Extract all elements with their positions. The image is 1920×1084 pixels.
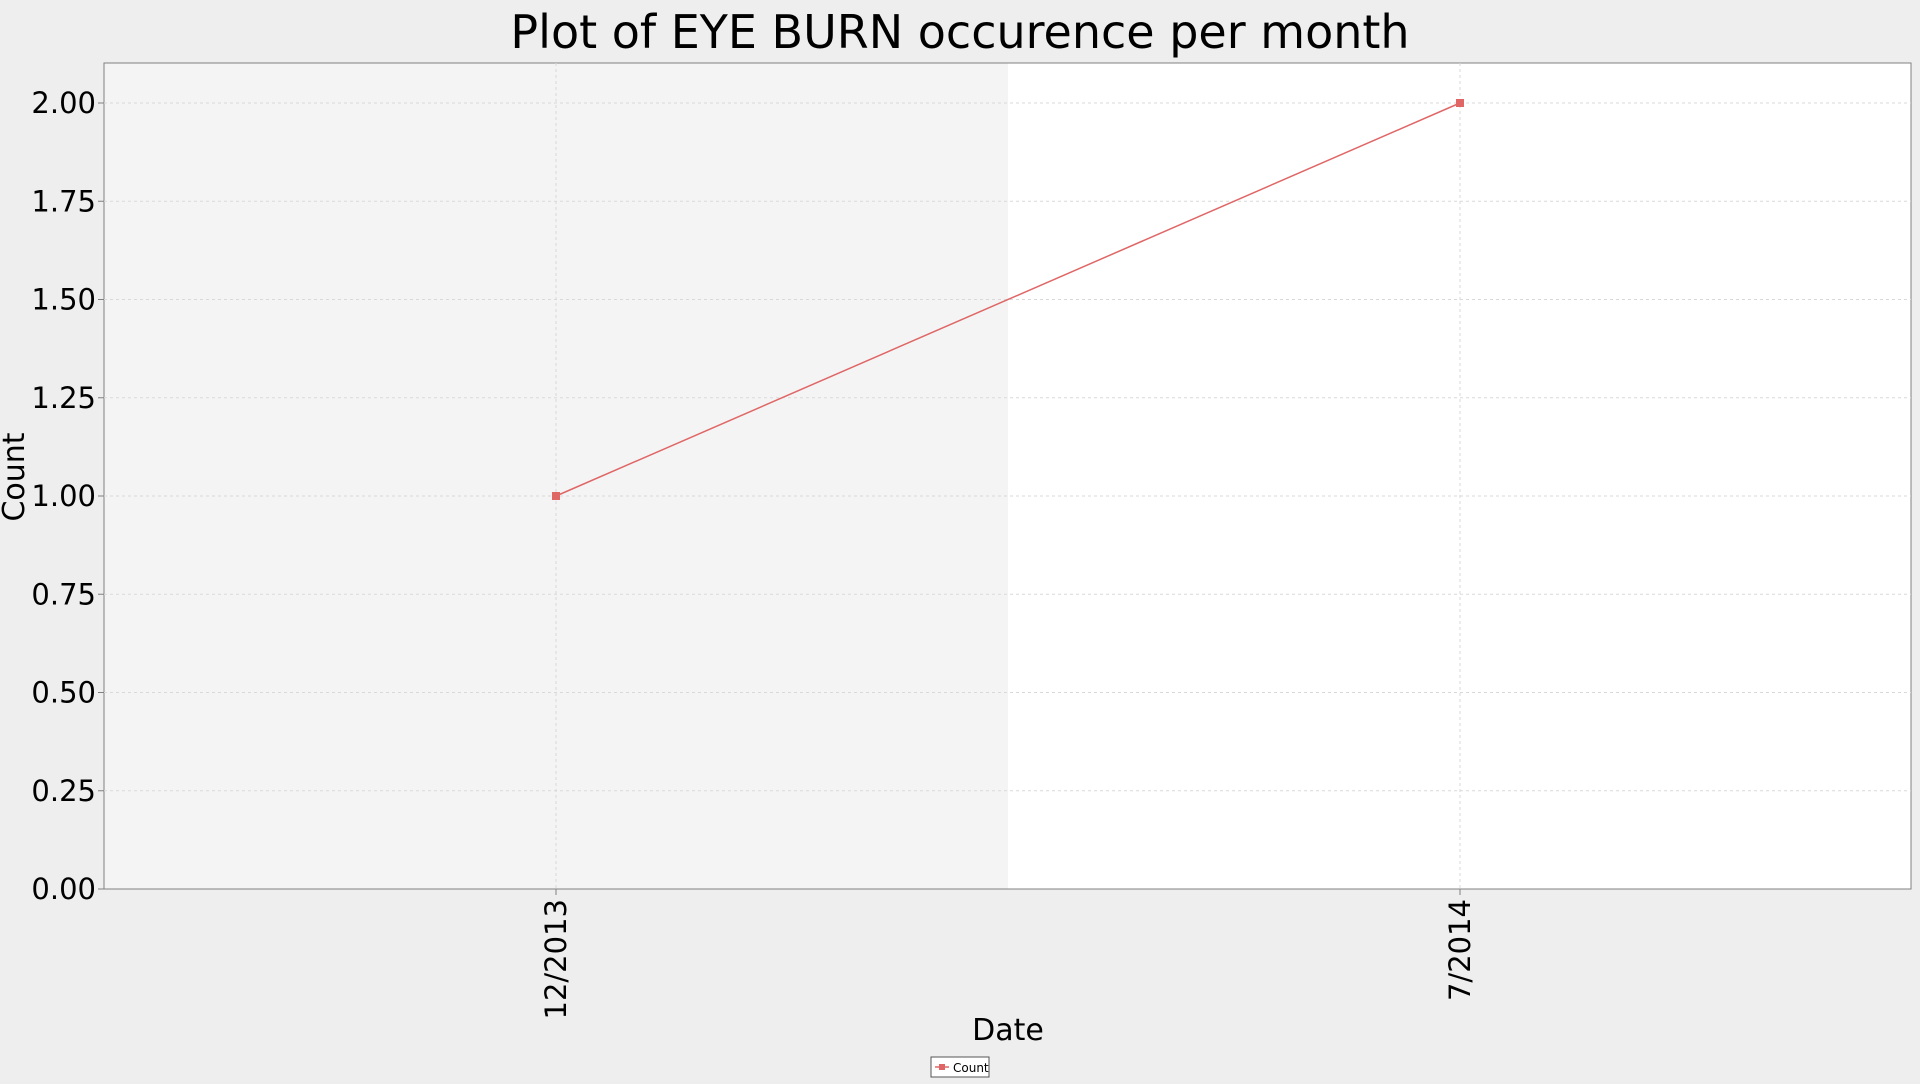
plot-frame xyxy=(103,62,1912,890)
x-axis: 12/2013 7/2014 xyxy=(539,889,1477,1019)
x-tick-label: 7/2014 xyxy=(1443,899,1477,1001)
series-layer xyxy=(552,99,1464,500)
y-tick-label: 1.25 xyxy=(31,381,96,415)
legend-marker xyxy=(939,1064,945,1070)
chart-title: Plot of EYE BURN occurence per month xyxy=(510,5,1409,59)
legend-box xyxy=(930,1056,990,1078)
data-point xyxy=(1456,99,1464,107)
y-axis: 0.00 0.25 0.50 0.75 1.00 1.25 1.50 1.75 2.00 xyxy=(31,86,104,906)
x-axis-label: Date xyxy=(972,1013,1044,1048)
x-tick-label: 12/2013 xyxy=(539,899,573,1019)
data-point xyxy=(552,492,560,500)
y-tick-label: 1.75 xyxy=(31,184,96,218)
y-tick-label: 0.25 xyxy=(31,774,96,808)
y-tick-label: 2.00 xyxy=(31,86,96,120)
series-line xyxy=(555,102,1461,497)
grid-lines xyxy=(104,63,1911,889)
y-tick-label: 1.00 xyxy=(31,479,96,513)
legend-label: Count xyxy=(953,1061,989,1075)
plot-band-plain xyxy=(1008,63,1911,889)
y-tick-label: 0.50 xyxy=(31,676,96,710)
y-axis-label: Count xyxy=(0,432,32,521)
y-tick-label: 1.50 xyxy=(31,283,96,317)
legend: Count xyxy=(930,1056,990,1078)
plot-band-shaded xyxy=(104,63,1008,889)
y-tick-label: 0.75 xyxy=(31,577,96,611)
plot-area xyxy=(103,62,1912,890)
y-tick-label: 0.00 xyxy=(31,872,96,906)
